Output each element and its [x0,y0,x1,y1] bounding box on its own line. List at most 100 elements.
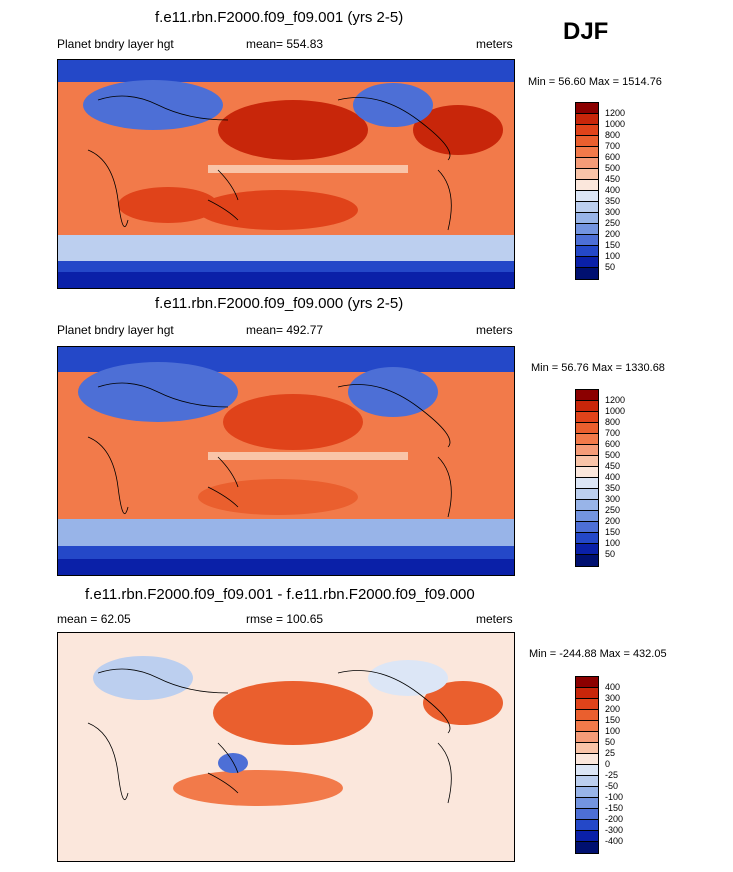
colorbar-tick-label: 400 [605,472,621,482]
colorbar-segment [576,147,598,158]
colorbar-segment [576,533,598,544]
panel-1-map-svg [58,60,514,288]
panel-3-title: f.e11.rbn.F2000.f09_f09.001 - f.e11.rbn.… [85,586,475,603]
colorbar-tick-label: -25 [605,770,619,780]
colorbar-tick-label: 1000 [605,119,626,129]
colorbar-tick-label: 500 [605,163,621,173]
colorbar-segment [576,268,598,279]
panel-1-mean-label: mean= 554.83 [246,37,324,51]
coastlines [87,382,452,518]
eurasia-anomaly [93,656,193,700]
colorbar-segment [576,257,598,268]
colorbar-tick-label: 400 [605,682,621,692]
colorbar-tick-label: 50 [605,262,616,272]
colorbar-segment [576,412,598,423]
colorbar-segment [576,246,598,257]
colorbar-segment [576,831,598,842]
colorbar-tick-label: 350 [605,196,621,206]
colorbar-segment [576,467,598,478]
colorbar-segment [576,423,598,434]
north-atlantic-high [413,105,503,155]
colorbar-segment [576,390,598,401]
colorbar-tick-label: -150 [605,803,624,813]
panel-3-units-label: meters [476,612,513,626]
colorbar-segment [576,191,598,202]
colorbar-segment [576,136,598,147]
colorbar-segment [576,787,598,798]
north-america-anomaly [368,660,448,696]
panel-1-variable-label: Planet bndry layer hgt [57,37,174,51]
panel-3-colorbar [575,676,599,854]
colorbar-tick-label: 100 [605,726,621,736]
colorbar-tick-label: 1200 [605,108,626,118]
panel-2-mean-label: mean= 492.77 [246,323,324,337]
colorbar-tick-label: 700 [605,428,621,438]
north-pacific-anomaly [213,681,373,745]
colorbar-segment [576,114,598,125]
colorbar-tick-label: 150 [605,715,621,725]
colorbar-tick-label: 0 [605,759,611,769]
colorbar-segment [576,842,598,853]
colorbar-segment [576,522,598,533]
panel-3-rmse-label: rmse = 100.65 [246,612,324,626]
north-pacific-high [223,394,363,450]
colorbar-segment [576,213,598,224]
colorbar-segment [576,743,598,754]
colorbar-segment [576,555,598,566]
colorbar-segment [576,224,598,235]
colorbar-segment [576,798,598,809]
colorbar-tick-label: 100 [605,251,621,261]
panel-2-variable-label: Planet bndry layer hgt [57,323,174,337]
colorbar-segment [576,202,598,213]
midlat-south-band [58,235,514,261]
colorbar-segment [576,511,598,522]
colorbar-segment [576,765,598,776]
north-atlantic-anomaly [423,681,503,725]
colorbar-tick-label: 800 [605,417,621,427]
colorbar-tick-label: 450 [605,461,621,471]
colorbar-segment [576,732,598,743]
australia-anomaly [218,753,248,773]
eurasia-low [83,80,223,130]
panel-2-map-svg [58,347,514,575]
colorbar-tick-label: -200 [605,814,624,824]
colorbar-tick-label: 200 [605,704,621,714]
colorbar-tick-label: 1000 [605,406,626,416]
colorbar-tick-label: 300 [605,494,621,504]
colorbar-tick-label: 150 [605,527,621,537]
colorbar-tick-label: -100 [605,792,624,802]
colorbar-tick-label: 200 [605,229,621,239]
colorbar-segment [576,776,598,787]
antarctic-band [58,559,514,575]
colorbar-tick-label: 600 [605,152,621,162]
colorbar-segment [576,754,598,765]
south-pacific-high [198,479,358,515]
colorbar-tick-label: 450 [605,174,621,184]
colorbar-segment [576,235,598,246]
coastlines [87,95,452,231]
colorbar-tick-label: 150 [605,240,621,250]
colorbar-segment [576,677,598,688]
colorbar-segment [576,721,598,732]
colorbar-tick-label: -50 [605,781,619,791]
colorbar-tick-label: 800 [605,130,621,140]
colorbar-segment [576,688,598,699]
colorbar-tick-label: -300 [605,825,624,835]
equatorial-band [208,452,408,460]
colorbar-segment [576,478,598,489]
panel-3-map [57,632,515,862]
colorbar-segment [576,809,598,820]
panel-3-map-svg [58,633,514,861]
panel-2-title: f.e11.rbn.F2000.f09_f09.000 (yrs 2-5) [155,295,404,312]
south-pacific-anomaly [173,770,343,806]
south-indian-high [118,187,218,223]
colorbar-tick-label: 400 [605,185,621,195]
colorbar-segment [576,434,598,445]
north-pacific-high [218,100,368,160]
panel-2-minmax: Min = 56.76 Max = 1330.68 [531,362,665,374]
colorbar-tick-label: 25 [605,748,616,758]
colorbar-tick-label: 300 [605,207,621,217]
colorbar-tick-label: 100 [605,538,621,548]
colorbar-segment [576,456,598,467]
panel-1-colorbar [575,102,599,280]
